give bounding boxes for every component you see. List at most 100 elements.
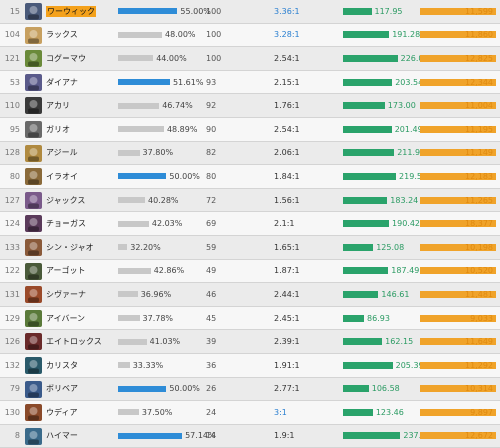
cs-fill bbox=[343, 220, 390, 228]
cs-bar: 203.54 bbox=[343, 71, 423, 94]
table-row[interactable]: 121 コグ＝マウ 44.00% 100 2.54:1 226.02 12,825 bbox=[0, 47, 500, 71]
champion-portrait-icon[interactable] bbox=[25, 26, 42, 44]
champion-portrait-icon[interactable] bbox=[25, 404, 42, 422]
kda-value: 2.77:1 bbox=[274, 384, 300, 394]
damage-value: 11,481 bbox=[465, 289, 493, 299]
damage-fill bbox=[420, 125, 496, 133]
table-row[interactable]: 79 ボリベア 50.00% 26 2.77:1 106.58 10,314 bbox=[0, 377, 500, 402]
table-row[interactable]: 124 チョ＝ガス 42.03% 69 2.1:1 190.42 18,377 bbox=[0, 212, 500, 236]
cs-bar: 162.15 bbox=[343, 330, 413, 353]
table-row[interactable]: 126 エイトロックス 41.03% 39 2.39:1 162.15 11,649 bbox=[0, 330, 500, 354]
table-row[interactable]: 131 シヴァーナ 36.96% 46 2.44:1 146.61 11,481 bbox=[0, 283, 500, 307]
table-row[interactable]: 53 ダイアナ 51.61% 93 2.15:1 203.54 12,344 bbox=[0, 70, 500, 95]
rank-value: 124 bbox=[4, 219, 20, 229]
table-row[interactable]: 95 ガリオ 48.89% 90 2.54:1 201.49 11,195 bbox=[0, 117, 500, 142]
damage-bar: 11,195 bbox=[420, 118, 496, 141]
champion-name-link[interactable]: ハイマー bbox=[46, 431, 78, 441]
champion-name-link[interactable]: ガリオ bbox=[46, 124, 70, 134]
champion-name-link[interactable]: シン・ジャオ bbox=[46, 242, 94, 252]
champion-name-link[interactable]: ワーウィック bbox=[46, 5, 96, 17]
table-row[interactable]: 80 イラオイ 50.00% 80 1.84:1 219.55 12,183 bbox=[0, 165, 500, 189]
table-row[interactable]: 104 ラックス 48.00% 100 3.28:1 191.28 11,860 bbox=[0, 23, 500, 48]
champion-name-link[interactable]: アイバーン bbox=[46, 313, 86, 323]
table-row[interactable]: 15 ワーウィック 55.00% 100 3.36:1 117.95 11,599 bbox=[0, 0, 500, 24]
win-rate-value: 40.28% bbox=[148, 195, 179, 205]
champion-name-link[interactable]: ダイアナ bbox=[46, 77, 78, 87]
cs-bar: 125.08 bbox=[343, 236, 413, 259]
cs-value: 125.08 bbox=[376, 242, 405, 252]
champion-name-link[interactable]: アカリ bbox=[46, 101, 70, 111]
champion-portrait-icon[interactable] bbox=[25, 309, 42, 327]
games-played-value: 82 bbox=[206, 148, 217, 158]
win-rate-value: 41.03% bbox=[149, 337, 181, 347]
champion-name-link[interactable]: カリスタ bbox=[46, 360, 78, 370]
cs-bar: 226.02 bbox=[343, 47, 429, 70]
win-rate-fill bbox=[118, 8, 178, 15]
champion-portrait-icon[interactable] bbox=[25, 286, 42, 304]
win-rate-fill bbox=[118, 244, 128, 251]
win-rate-fill bbox=[118, 31, 162, 38]
table-row[interactable]: 128 アジール 37.80% 82 2.06:1 211.99 11,149 bbox=[0, 141, 500, 166]
champion-portrait-icon[interactable] bbox=[25, 50, 42, 68]
damage-fill bbox=[420, 102, 496, 110]
champion-portrait-icon[interactable] bbox=[25, 120, 42, 138]
champion-name-link[interactable]: イラオイ bbox=[46, 171, 78, 181]
champion-portrait-icon[interactable] bbox=[25, 3, 42, 20]
champion-portrait-icon[interactable] bbox=[25, 215, 42, 233]
table-row[interactable]: 122 アーゴット 42.86% 49 1.87:1 187.49 10,520 bbox=[0, 259, 500, 284]
champion-portrait-icon[interactable] bbox=[25, 380, 42, 398]
champion-portrait-icon[interactable] bbox=[25, 168, 42, 186]
damage-bar: 11,649 bbox=[420, 330, 496, 353]
win-rate-fill bbox=[118, 55, 154, 62]
games-played-value: 45 bbox=[206, 313, 217, 323]
rank-value: 95 bbox=[9, 124, 20, 134]
champion-portrait-icon[interactable] bbox=[25, 191, 42, 209]
champion-portrait-icon[interactable] bbox=[25, 333, 42, 351]
table-row[interactable]: 129 アイバーン 37.78% 45 2.45:1 86.93 9,033 bbox=[0, 306, 500, 331]
cs-bar: 173.00 bbox=[343, 94, 416, 117]
champion-portrait-icon[interactable] bbox=[25, 356, 42, 374]
win-rate-fill bbox=[118, 149, 140, 156]
rank-value: 110 bbox=[4, 101, 20, 111]
champion-portrait-icon[interactable] bbox=[25, 97, 42, 115]
cs-value: 190.42 bbox=[392, 219, 421, 229]
champion-name-link[interactable]: チョ＝ガス bbox=[46, 219, 86, 229]
champion-name-link[interactable]: ウディア bbox=[46, 407, 78, 417]
win-rate-value: 44.00% bbox=[156, 53, 187, 63]
win-rate-value: 50.00% bbox=[169, 171, 200, 181]
damage-value: 11,292 bbox=[465, 360, 493, 370]
damage-value: 10,314 bbox=[465, 384, 493, 394]
damage-value: 11,860 bbox=[465, 30, 493, 40]
champion-portrait-icon[interactable] bbox=[25, 238, 42, 256]
champion-name-link[interactable]: アーゴット bbox=[46, 266, 86, 276]
table-row[interactable]: 133 シン・ジャオ 32.20% 59 1.65:1 125.08 10,198 bbox=[0, 235, 500, 260]
champion-portrait-icon[interactable] bbox=[25, 73, 42, 91]
cs-bar: 191.28 bbox=[343, 24, 420, 47]
kda-value: 1.87:1 bbox=[274, 266, 300, 276]
win-rate-fill bbox=[118, 79, 170, 86]
cs-bar: 211.99 bbox=[343, 142, 425, 165]
win-rate-value: 48.89% bbox=[166, 124, 198, 134]
cs-fill bbox=[343, 102, 385, 110]
win-rate-value: 37.78% bbox=[142, 313, 174, 323]
champion-name-link[interactable]: コグ＝マウ bbox=[46, 53, 86, 63]
champion-portrait-icon[interactable] bbox=[25, 144, 42, 162]
table-row[interactable]: 132 カリスタ 33.33% 36 1.91:1 205.39 11,292 bbox=[0, 353, 500, 378]
table-row[interactable]: 130 ウディア 37.50% 24 3:1 123.46 9,897 bbox=[0, 401, 500, 425]
champion-portrait-icon[interactable] bbox=[25, 427, 42, 445]
champion-name-link[interactable]: ジャックス bbox=[46, 195, 86, 205]
champion-name-link[interactable]: ボリベア bbox=[46, 384, 78, 394]
champion-name-link[interactable]: シヴァーナ bbox=[46, 289, 86, 299]
cs-fill bbox=[343, 267, 389, 275]
table-row[interactable]: 127 ジャックス 40.28% 72 1.56:1 183.24 11,265 bbox=[0, 188, 500, 213]
champion-name-link[interactable]: アジール bbox=[46, 148, 78, 158]
rank-value: 131 bbox=[4, 289, 20, 299]
table-row[interactable]: 8 ハイマー 57.14% 14 1.9:1 237.43 12,672 bbox=[0, 424, 500, 448]
champion-portrait-icon[interactable] bbox=[25, 262, 42, 280]
table-row[interactable]: 110 アカリ 46.74% 92 1.76:1 173.00 11,004 bbox=[0, 94, 500, 118]
cs-value: 187.49 bbox=[391, 266, 420, 276]
win-rate-fill bbox=[118, 432, 183, 439]
damage-fill bbox=[420, 172, 496, 180]
champion-name-link[interactable]: ラックス bbox=[46, 30, 78, 40]
champion-name-link[interactable]: エイトロックス bbox=[46, 337, 102, 347]
